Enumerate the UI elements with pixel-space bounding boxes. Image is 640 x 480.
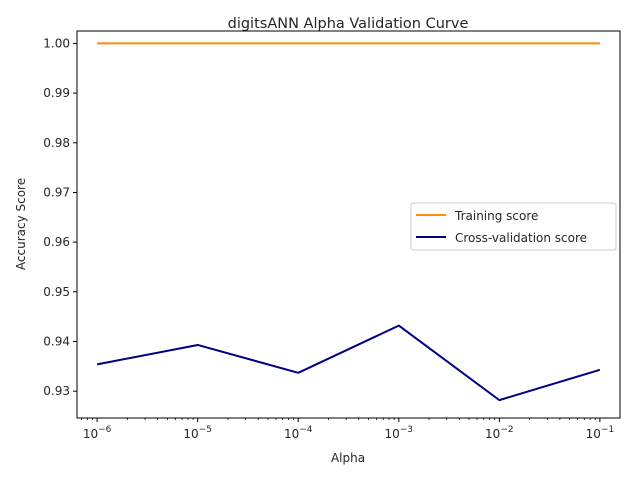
x-tick-label: 10−3 — [384, 425, 413, 441]
x-tick-label: 10−1 — [586, 425, 615, 441]
x-tick-exponent: −6 — [98, 425, 112, 435]
x-tick-label: 10−6 — [83, 425, 112, 441]
y-tick-label: 0.98 — [43, 136, 70, 150]
y-tick-label: 1.00 — [43, 36, 70, 50]
x-tick-exponent: −1 — [601, 425, 614, 435]
y-tick-label: 0.95 — [43, 285, 70, 299]
y-tick-label: 0.96 — [43, 235, 70, 249]
x-tick-exponent: −3 — [400, 425, 413, 435]
x-axis-label: Alpha — [331, 451, 365, 465]
y-axis-label: Accuracy Score — [14, 178, 28, 270]
x-tick-base: 10 — [485, 427, 500, 441]
series-lines — [96, 42, 601, 402]
y-tick-label: 0.97 — [43, 185, 70, 199]
plot-frame — [76, 30, 621, 419]
y-axis: 0.93 0.94 0.95 0.96 0.97 0.98 0.99 1.00 — [43, 36, 77, 398]
x-tick-exponent: −2 — [500, 425, 513, 435]
x-tick-label: 10−2 — [485, 425, 514, 441]
x-tick-base: 10 — [83, 427, 98, 441]
x-tick-exponent: −5 — [199, 425, 212, 435]
x-axis: 10−6 10−5 10−4 10−3 10−2 10−1 — [81, 418, 615, 441]
legend-label-training: Training score — [454, 209, 538, 223]
x-tick-exponent: −4 — [299, 425, 313, 435]
x-tick-label: 10−4 — [284, 425, 313, 441]
chart-title: digitsANN Alpha Validation Curve — [228, 16, 469, 32]
x-tick-label: 10−5 — [183, 425, 212, 441]
legend: Training score Cross-validation score — [410, 202, 617, 251]
legend-box — [410, 202, 617, 251]
x-tick-base: 10 — [586, 427, 601, 441]
x-tick-base: 10 — [183, 427, 198, 441]
y-tick-label: 0.93 — [43, 384, 70, 398]
y-tick-label: 0.99 — [43, 86, 70, 100]
x-tick-base: 10 — [284, 427, 299, 441]
legend-label-cv: Cross-validation score — [455, 231, 587, 245]
y-tick-label: 0.94 — [43, 334, 70, 348]
cross-validation-score-line — [96, 324, 601, 402]
plot-area — [76, 30, 621, 419]
x-tick-base: 10 — [384, 427, 399, 441]
